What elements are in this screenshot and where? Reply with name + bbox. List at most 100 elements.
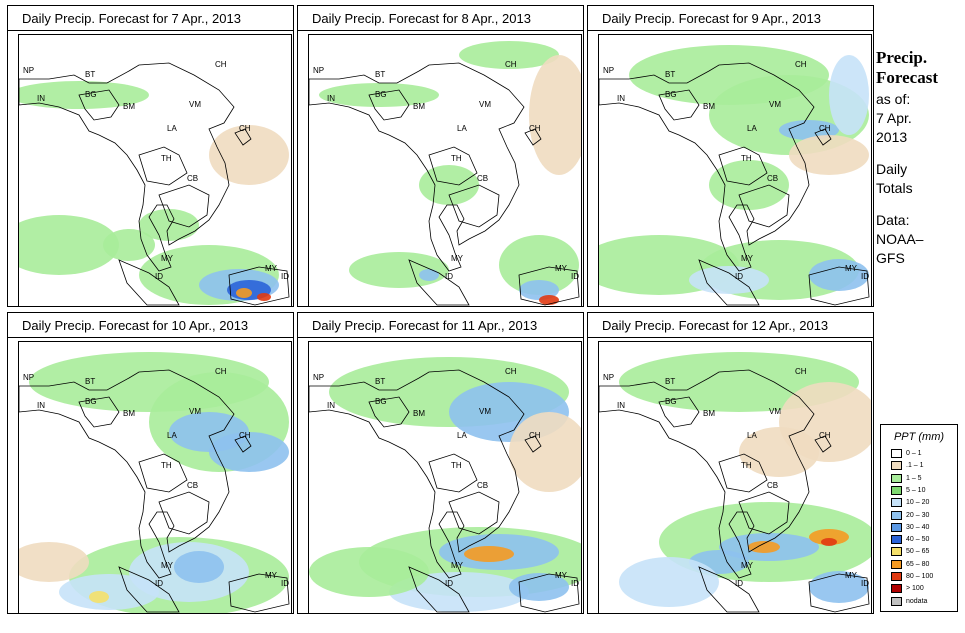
country-label: BT bbox=[85, 377, 95, 386]
country-label: MY bbox=[161, 254, 174, 263]
country-label: BT bbox=[375, 377, 385, 386]
country-border bbox=[309, 62, 525, 272]
country-label: MY bbox=[845, 264, 858, 273]
legend-item: 0 – 1 bbox=[891, 449, 953, 459]
country-label: MY bbox=[451, 254, 464, 263]
country-border bbox=[158, 491, 210, 535]
precip-area bbox=[509, 412, 581, 492]
country-label: MY bbox=[161, 561, 174, 570]
precip-area bbox=[209, 432, 289, 472]
legend-item: 80 – 100 bbox=[891, 572, 953, 582]
legend-item: 65 – 80 bbox=[891, 559, 953, 570]
country-border bbox=[698, 259, 760, 306]
country-label: BM bbox=[123, 409, 135, 418]
legend-swatch bbox=[891, 584, 902, 594]
country-label: ID bbox=[155, 272, 163, 281]
legend-label: 1 – 5 bbox=[906, 474, 922, 482]
country-label: MY bbox=[451, 561, 464, 570]
country-label: CH bbox=[215, 60, 227, 69]
panel-title: Daily Precip. Forecast for 12 Apr., 2013 bbox=[588, 313, 873, 338]
country-border bbox=[118, 566, 180, 613]
legend-title: PPT (mm) bbox=[893, 431, 945, 443]
country-border bbox=[658, 396, 700, 428]
country-label: NP bbox=[313, 373, 324, 382]
data-source-2: NOAA– bbox=[876, 231, 924, 247]
precip-map: NP BT BG IN BM CH VM CH LA TH CB MY MY ID ID bbox=[308, 34, 582, 307]
country-label: ID bbox=[445, 272, 453, 281]
country-label: MY bbox=[265, 571, 278, 580]
country-border bbox=[408, 566, 470, 613]
sidebar-heading-1: Precip. bbox=[876, 48, 928, 67]
country-border bbox=[138, 453, 188, 493]
country-border bbox=[234, 435, 252, 453]
country-label: MY bbox=[845, 571, 858, 580]
country-border bbox=[658, 89, 700, 121]
legend-label: 30 – 40 bbox=[906, 523, 930, 531]
precip-area bbox=[529, 55, 581, 175]
country-label: ID bbox=[571, 579, 579, 588]
legend-label: 10 – 20 bbox=[906, 499, 930, 507]
forecast-panel-6: Daily Precip. Forecast for 12 Apr., 2013… bbox=[587, 312, 874, 614]
precip-area bbox=[19, 215, 119, 275]
precip-area bbox=[464, 546, 514, 562]
country-label: NP bbox=[23, 373, 34, 382]
country-label: CH bbox=[795, 367, 807, 376]
precip-area bbox=[689, 266, 769, 294]
precip-area bbox=[59, 574, 159, 610]
as-of-date-1: 7 Apr. bbox=[876, 110, 912, 126]
country-border bbox=[408, 259, 470, 306]
country-border bbox=[599, 369, 815, 579]
legend-item: 10 – 20 bbox=[891, 498, 953, 508]
country-border bbox=[19, 369, 235, 579]
totals-label-1: Daily bbox=[876, 161, 908, 177]
country-label: VM bbox=[189, 407, 201, 416]
country-label: TH bbox=[451, 461, 462, 470]
country-label: CH bbox=[239, 431, 251, 440]
country-border bbox=[814, 128, 832, 146]
country-border bbox=[234, 128, 252, 146]
country-label: CH bbox=[529, 431, 541, 440]
country-label: LA bbox=[747, 431, 757, 440]
country-label: MY bbox=[265, 264, 278, 273]
country-border bbox=[738, 184, 790, 228]
country-label: BT bbox=[665, 70, 675, 79]
country-label: BG bbox=[375, 397, 387, 406]
country-label: BT bbox=[375, 70, 385, 79]
country-label: ID bbox=[735, 272, 743, 281]
country-label: VM bbox=[479, 407, 491, 416]
precip-map: NP BT BG IN BM CH VM CH LA TH CB MY MY ID ID bbox=[18, 34, 292, 307]
country-label: ID bbox=[861, 579, 869, 588]
country-border bbox=[518, 573, 580, 613]
precip-map: NP BT BG IN BM CH VM CH LA TH CB MY MY ID ID bbox=[598, 34, 872, 307]
country-label: CH bbox=[795, 60, 807, 69]
country-label: IN bbox=[327, 94, 335, 103]
precip-area bbox=[821, 538, 837, 546]
country-border bbox=[738, 491, 790, 535]
legend-swatch bbox=[891, 535, 902, 545]
country-border bbox=[808, 573, 870, 613]
legend-item: 1 – 5 bbox=[891, 473, 953, 484]
legend-item: 20 – 30 bbox=[891, 510, 953, 521]
country-label: BM bbox=[703, 409, 715, 418]
legend-label: 50 – 65 bbox=[906, 548, 930, 556]
precip-area bbox=[139, 209, 199, 241]
country-label: BT bbox=[665, 377, 675, 386]
country-label: BM bbox=[123, 102, 135, 111]
legend-label: .1 – 1 bbox=[906, 462, 924, 470]
legend-swatch bbox=[891, 572, 902, 581]
legend-swatch bbox=[891, 473, 902, 483]
legend-label: nodata bbox=[906, 597, 928, 605]
precip-area bbox=[419, 165, 479, 205]
precip-area bbox=[809, 259, 869, 291]
country-border bbox=[599, 62, 815, 272]
precip-area bbox=[174, 551, 224, 583]
country-label: BG bbox=[665, 90, 677, 99]
precip-area bbox=[257, 293, 271, 301]
forecast-panel-1: Daily Precip. Forecast for 7 Apr., 2013 … bbox=[7, 5, 294, 307]
country-border bbox=[78, 396, 120, 428]
country-border bbox=[524, 128, 542, 146]
precip-area bbox=[509, 573, 569, 601]
precip-area bbox=[499, 235, 579, 295]
